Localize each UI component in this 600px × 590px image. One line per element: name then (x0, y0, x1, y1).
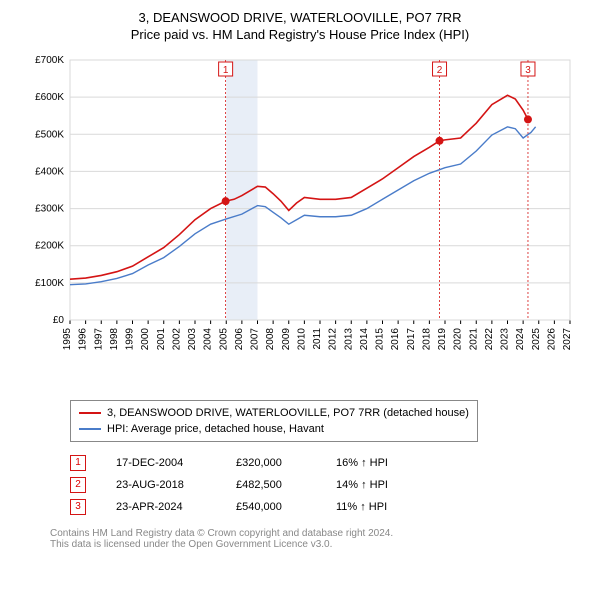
sale-marker-num: 3 (525, 65, 531, 76)
x-tick-label: 2026 (546, 328, 557, 351)
sale-row: 2 23-AUG-2018 £482,500 14% ↑ HPI (70, 474, 580, 496)
sale-row-hpi: 14% ↑ HPI (336, 474, 416, 496)
sale-dot (524, 115, 532, 123)
footer-line1: Contains HM Land Registry data © Crown c… (50, 528, 580, 539)
x-tick-label: 2013 (343, 328, 354, 351)
sales-table: 1 17-DEC-2004 £320,000 16% ↑ HPI 2 23-AUG-201… (70, 452, 580, 518)
footer-line2: This data is licensed under the Open Gov… (50, 539, 580, 550)
sale-row: 3 23-APR-2024 £540,000 11% ↑ HPI (70, 496, 580, 518)
y-tick-label: £100K (35, 278, 64, 289)
x-tick-label: 2001 (156, 328, 167, 351)
sale-row-marker: 1 (70, 455, 86, 471)
sale-row-date: 23-AUG-2018 (116, 474, 206, 496)
x-tick-label: 2023 (500, 328, 511, 351)
x-tick-label: 2010 (296, 328, 307, 351)
x-tick-label: 2011 (312, 328, 323, 350)
y-tick-label: £700K (35, 55, 64, 66)
legend-row: 3, DEANSWOOD DRIVE, WATERLOOVILLE, PO7 7… (79, 405, 469, 421)
x-tick-label: 2019 (437, 328, 448, 351)
x-tick-label: 2007 (250, 328, 261, 351)
sale-row-hpi: 11% ↑ HPI (336, 496, 416, 518)
x-tick-label: 2003 (187, 328, 198, 351)
y-tick-label: £600K (35, 92, 64, 103)
title-address: 3, DEANSWOOD DRIVE, WATERLOOVILLE, PO7 7… (20, 10, 580, 25)
y-tick-label: £500K (35, 129, 64, 140)
y-tick-label: £200K (35, 241, 64, 252)
x-tick-label: 2025 (531, 328, 542, 351)
chart-container: 3, DEANSWOOD DRIVE, WATERLOOVILLE, PO7 7… (0, 0, 600, 560)
x-tick-label: 2027 (562, 328, 573, 351)
footer: Contains HM Land Registry data © Crown c… (50, 528, 580, 550)
legend-swatch (79, 428, 101, 430)
sale-dot (222, 197, 230, 205)
x-tick-label: 2012 (328, 328, 339, 351)
x-tick-label: 2005 (218, 328, 229, 351)
x-tick-label: 2022 (484, 328, 495, 351)
chart-svg: £0 £100K £200K £300K £400K £500K £600K £700K 199… (20, 50, 580, 390)
x-tick-label: 1997 (93, 328, 104, 351)
sale-row-date: 17-DEC-2004 (116, 452, 206, 474)
legend-label: HPI: Average price, detached house, Hava… (107, 421, 324, 437)
title-subtitle: Price paid vs. HM Land Registry's House … (20, 27, 580, 42)
x-tick-label: 2009 (281, 328, 292, 351)
x-tick-label: 2014 (359, 328, 370, 351)
x-tick-label: 2024 (515, 328, 526, 351)
x-tick-label: 1995 (62, 328, 73, 351)
y-tick-label: £400K (35, 166, 64, 177)
x-tick-label: 2016 (390, 328, 401, 351)
sale-marker-num: 2 (437, 65, 443, 76)
legend-label: 3, DEANSWOOD DRIVE, WATERLOOVILLE, PO7 7… (107, 405, 469, 421)
legend-row: HPI: Average price, detached house, Hava… (79, 421, 469, 437)
x-tick-label: 2018 (421, 328, 432, 351)
y-tick-label: £300K (35, 204, 64, 215)
legend-swatch (79, 412, 101, 414)
sale-row-marker: 3 (70, 499, 86, 515)
sale-row-price: £320,000 (236, 452, 306, 474)
x-tick-label: 2000 (140, 328, 151, 351)
x-tick-label: 2002 (171, 328, 182, 351)
sale-row: 1 17-DEC-2004 £320,000 16% ↑ HPI (70, 452, 580, 474)
sale-marker-num: 1 (223, 65, 229, 76)
sale-row-price: £540,000 (236, 496, 306, 518)
chart: £0 £100K £200K £300K £400K £500K £600K £700K 199… (20, 50, 580, 390)
title-block: 3, DEANSWOOD DRIVE, WATERLOOVILLE, PO7 7… (20, 10, 580, 42)
sale-row-date: 23-APR-2024 (116, 496, 206, 518)
x-tick-label: 2017 (406, 328, 417, 351)
x-tick-label: 1996 (78, 328, 89, 351)
x-tick-label: 1999 (125, 328, 136, 351)
legend: 3, DEANSWOOD DRIVE, WATERLOOVILLE, PO7 7… (70, 400, 478, 442)
plot-border (70, 60, 570, 320)
series-property (70, 95, 528, 279)
sale-row-marker: 2 (70, 477, 86, 493)
x-tick-label: 2006 (234, 328, 245, 351)
sale-dot (436, 137, 444, 145)
x-tick-label: 2015 (375, 328, 386, 351)
x-tick-label: 2004 (203, 328, 214, 351)
x-tick-label: 2021 (468, 328, 479, 351)
sale-row-hpi: 16% ↑ HPI (336, 452, 416, 474)
sale-row-price: £482,500 (236, 474, 306, 496)
x-tick-label: 1998 (109, 328, 120, 351)
y-tick-label: £0 (53, 315, 65, 326)
x-tick-label: 2020 (453, 328, 464, 351)
x-tick-label: 2008 (265, 328, 276, 351)
